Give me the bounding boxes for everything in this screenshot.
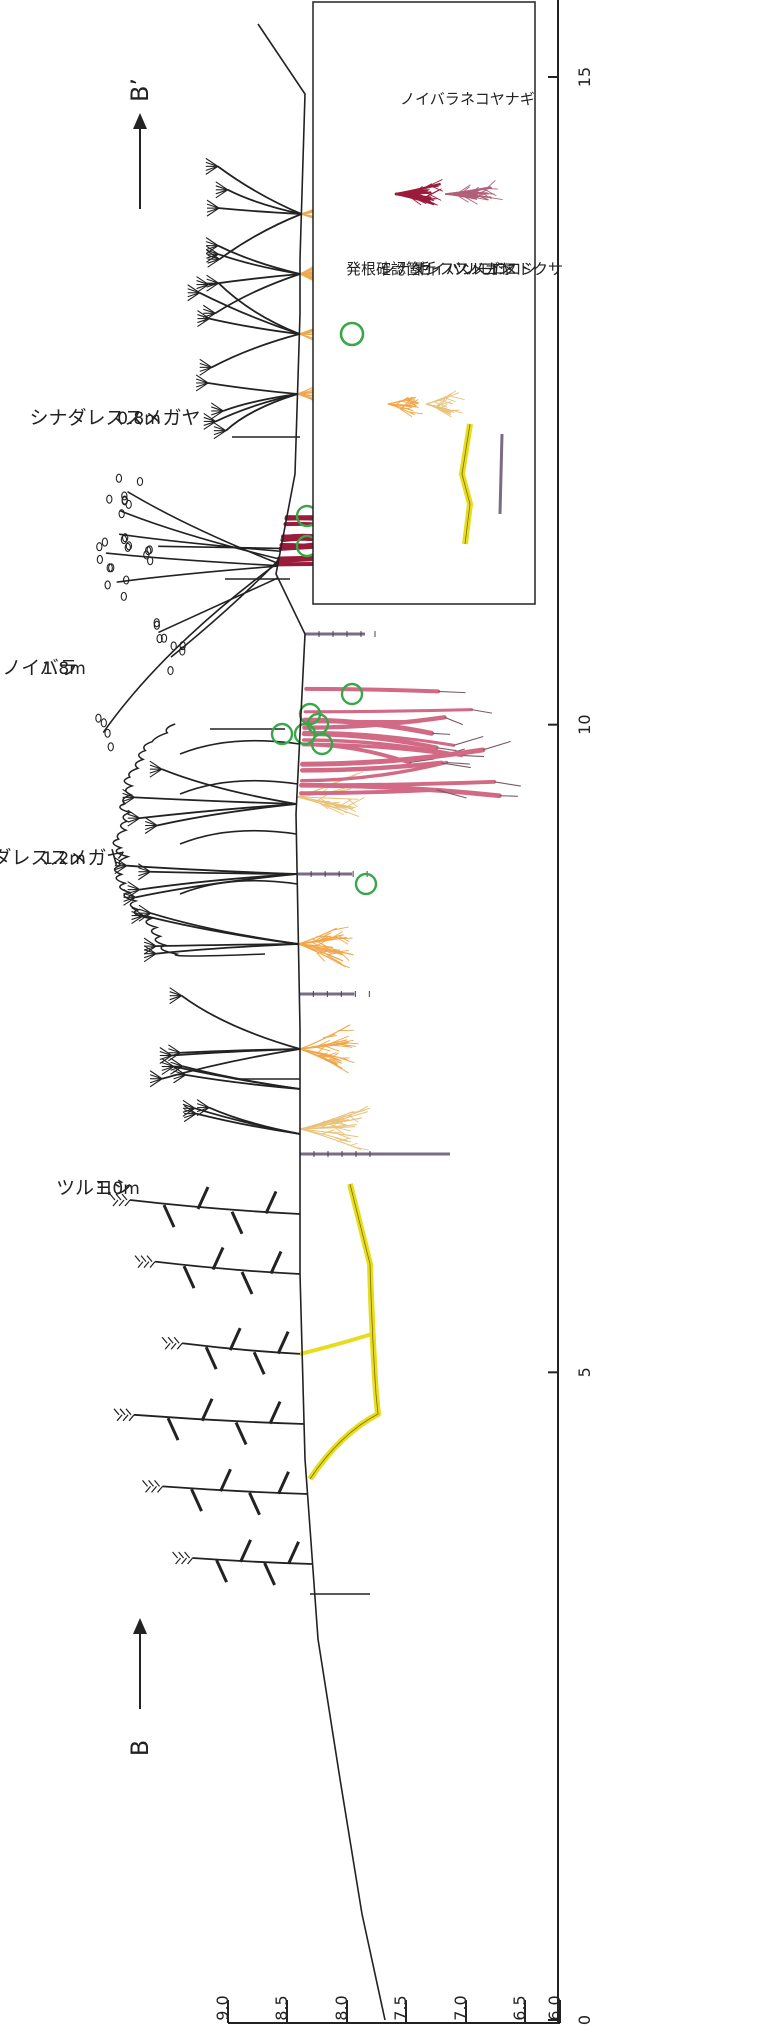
shinadare-tuft [196, 375, 297, 439]
legend-item-inudokusa-icon [500, 434, 502, 514]
shinadare-tuft [206, 158, 302, 267]
elevation-tick-label: 7.0 [451, 1995, 470, 2020]
root-confirmed-circle [272, 724, 292, 744]
shinadare-root [300, 1025, 359, 1073]
distance-tick-label: 15 [575, 67, 594, 87]
tsuruyoshi-stem [143, 1469, 308, 1515]
plant-height: 1.2m [42, 849, 86, 869]
elevation-tick-label: 7.5 [391, 1995, 410, 2020]
shinadare-tuft [132, 905, 299, 962]
distance-tick-marks [548, 77, 558, 2020]
plant-label-noibara: ノイバラ 1.8m [2, 657, 86, 679]
plant-label-shinadare-1: シナダレススメガヤ 1.2m [0, 847, 126, 869]
rotated-figure: B B’ ツルヨシ 1.0m シナダレススメガヤ 1.2m ノイバラ 1.8m … [0, 0, 563, 2023]
plant-height: 1.0m [96, 1179, 140, 1199]
shinadare-root [298, 927, 353, 968]
legend: 発根確認箇所シナダレススメガヤセイバンモロコシツルヨシイヌドクサノイバラネコヤナ… [313, 2, 563, 604]
nekoyanagi-roots [301, 689, 521, 798]
seibanmorokoshi-stem [183, 1100, 300, 1134]
elevation-tick-label: 9.0 [213, 1995, 232, 2020]
tsuruyoshi-stem [162, 1328, 302, 1374]
inudokusa-root [305, 631, 375, 637]
distance-tick-label: 0 [575, 2015, 594, 2025]
legend-label: ネコヤナギ [460, 90, 535, 108]
root-confirmed-circle [356, 874, 376, 894]
direction-arrow-b: B [126, 1618, 154, 1756]
plant-label-shinadare-2: シナダレススメガヤ 0.8m [29, 407, 200, 429]
plant-name: シナダレススメガヤ [29, 407, 200, 429]
shinadare-tuft [188, 275, 300, 375]
tsuruyoshi-stem [173, 1540, 313, 1585]
legend-label: イヌドクサ [488, 260, 563, 278]
elevation-tick-label: 6.0 [545, 1995, 564, 2020]
elevation-tick-label: 8.5 [272, 1995, 291, 2020]
plant-height: 0.8m [117, 409, 161, 429]
seibanmorokoshi-root [300, 1106, 369, 1150]
root-confirmed-circle [342, 684, 362, 704]
tsuruyoshi-stem [135, 1248, 300, 1294]
plant-height: 1.8m [42, 659, 86, 679]
direction-start-label: B [126, 1740, 154, 1756]
distance-tick-label: 10 [575, 714, 594, 734]
shinadare-tuft [150, 988, 300, 1087]
plant-label-tsuruyoshi: ツルヨシ 1.0m [56, 1177, 140, 1199]
seibanmorokoshi-stem [162, 1058, 300, 1089]
inudokusa-root [299, 991, 369, 997]
tsuruyoshi-rhizome [300, 1184, 378, 1479]
distance-tick-label: 5 [575, 1367, 594, 1377]
nekoyanagi-canopy [113, 724, 299, 956]
plant-labels: ツルヨシ 1.0m シナダレススメガヤ 1.2m ノイバラ 1.8m シナダレス… [0, 407, 201, 1199]
inudokusa-root [300, 1151, 450, 1157]
distance-tick-labels: 0 5 10 15 [575, 67, 594, 2025]
direction-end-label: B’ [126, 78, 154, 102]
direction-arrow-b-prime: B’ [126, 78, 154, 209]
elevation-tick-label: 8.0 [332, 1995, 351, 2020]
shinadare-tuft [123, 761, 297, 833]
elevation-tick-label: 6.5 [510, 1995, 529, 2020]
elevation-tick-labels: 9.0 8.5 8.0 7.5 7.0 6.5 6.0 [213, 1995, 564, 2020]
noibara-shrub [96, 474, 281, 751]
inudokusa-root [297, 871, 367, 877]
tsuruyoshi-stem [114, 1399, 304, 1445]
legend-label: ノイバラ [400, 90, 460, 108]
